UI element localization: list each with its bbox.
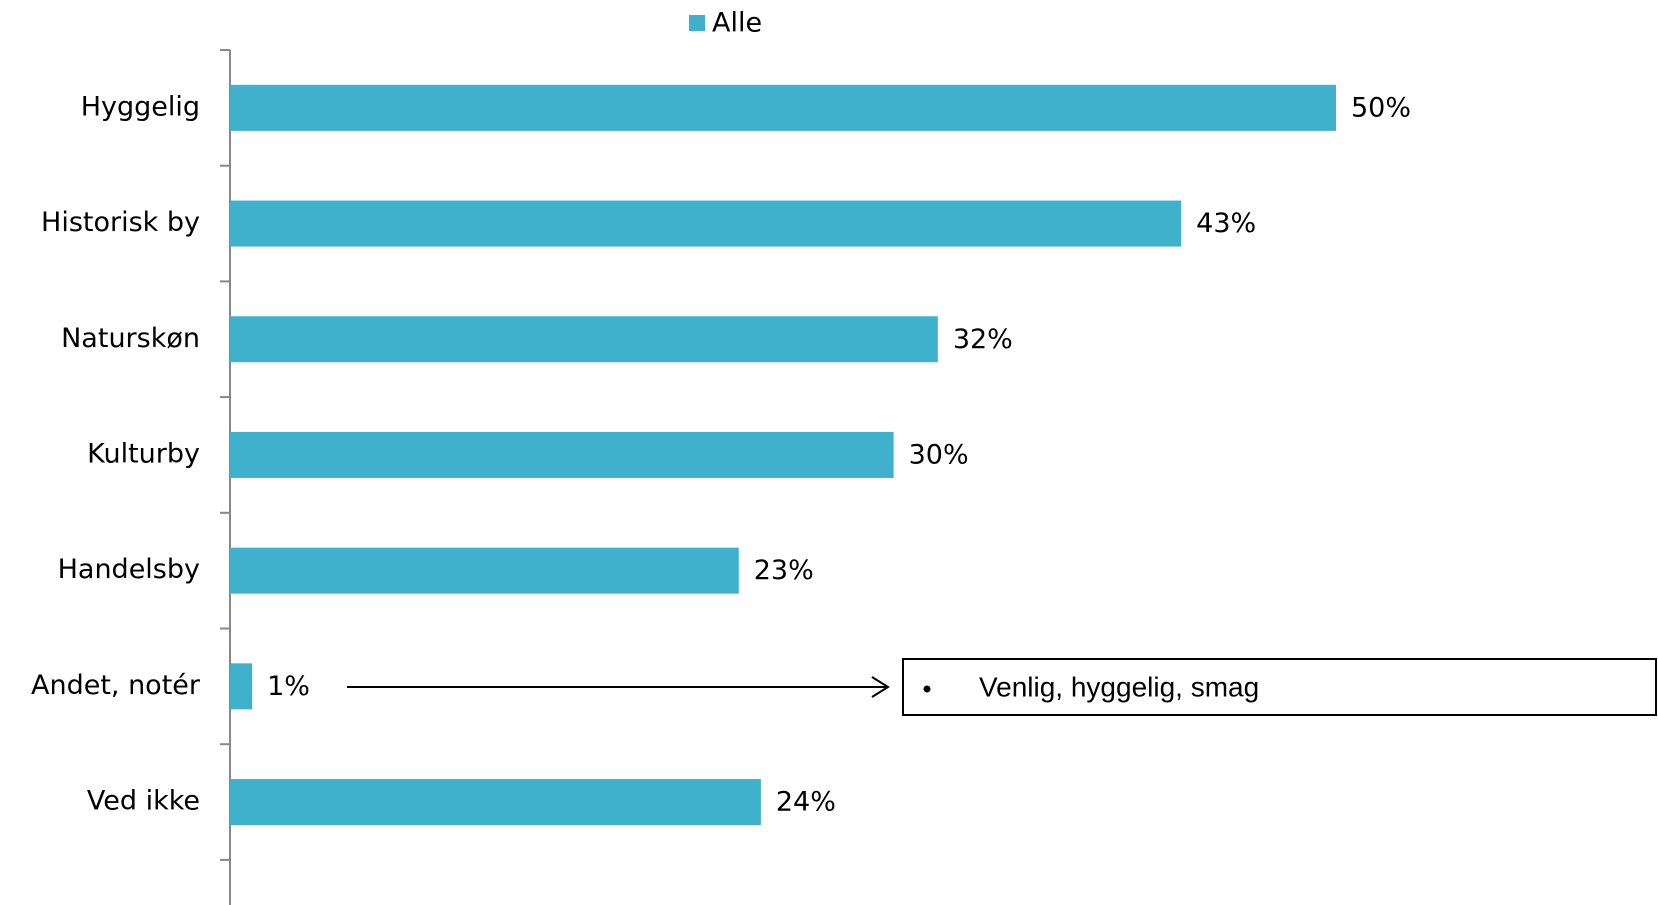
y-tick-label: Naturskøn <box>61 323 200 354</box>
y-tick-label: Andet, notér <box>31 670 201 701</box>
bar <box>230 316 938 363</box>
value-label: 30% <box>909 439 969 470</box>
legend-swatch <box>689 15 705 31</box>
value-label: 50% <box>1351 92 1411 123</box>
bar <box>230 200 1182 247</box>
bar <box>230 779 761 826</box>
annotation-box <box>902 658 1657 716</box>
bar <box>230 663 253 710</box>
value-label: 24% <box>776 787 836 818</box>
y-tick-label: Kulturby <box>87 438 200 469</box>
value-label: 1% <box>267 671 310 702</box>
value-label: 32% <box>953 324 1013 355</box>
y-tick-label: Handelsby <box>58 554 200 585</box>
value-label: 43% <box>1196 208 1256 239</box>
bar <box>230 431 894 478</box>
y-tick-label: Ved ikke <box>87 786 200 817</box>
legend-label: Alle <box>712 8 762 39</box>
arrow-head <box>871 676 890 698</box>
value-label: 23% <box>754 555 814 586</box>
bar <box>230 547 739 594</box>
annotation: Venlig, hyggelig, smag <box>979 671 1259 702</box>
bar <box>230 84 1336 131</box>
y-tick-label: Hyggelig <box>81 91 200 122</box>
y-tick-label: Historisk by <box>41 207 200 238</box>
bullet <box>923 685 931 693</box>
